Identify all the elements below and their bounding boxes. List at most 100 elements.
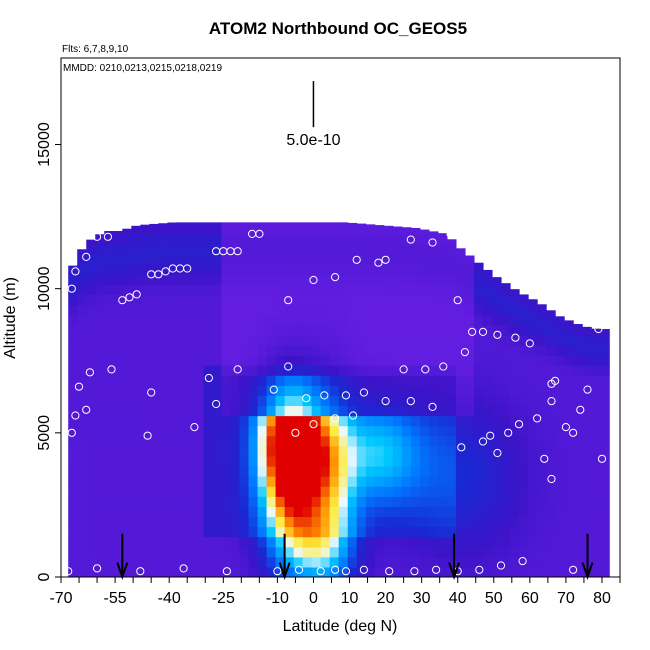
heat-cell — [338, 222, 349, 225]
heat-cell — [482, 435, 493, 447]
heat-cell — [266, 304, 277, 316]
heat-cell — [230, 395, 241, 407]
heat-cell — [311, 243, 322, 255]
heat-cell — [257, 506, 268, 518]
heat-cell — [482, 556, 493, 568]
heat-cell — [68, 516, 78, 528]
heat-cell — [131, 385, 141, 396]
heat-cell — [140, 224, 150, 235]
heat-cell — [600, 546, 610, 558]
heat-cell — [446, 415, 457, 427]
heat-cell — [473, 496, 484, 507]
heat-cell — [140, 496, 150, 507]
heat-cell — [338, 405, 349, 417]
heat-cell — [591, 516, 601, 528]
heat-cell — [176, 445, 187, 457]
heat-cell — [284, 465, 295, 477]
heat-cell — [194, 324, 205, 336]
heat-cell — [329, 546, 340, 558]
heat-cell — [491, 365, 502, 376]
heat-cell — [104, 284, 114, 296]
heat-cell — [293, 223, 304, 235]
flight-point — [71, 411, 80, 420]
heat-cell — [248, 365, 259, 376]
heat-cell — [582, 465, 592, 477]
heat-cell — [77, 516, 87, 528]
heat-cell — [347, 254, 358, 265]
heat-cell — [500, 294, 511, 306]
heat-cell — [149, 496, 159, 507]
heat-cell — [419, 476, 430, 487]
heat-cell — [519, 344, 529, 356]
heat-cell — [302, 233, 313, 245]
heat-cell — [311, 314, 322, 326]
heat-cell — [122, 284, 132, 296]
heat-cell — [167, 223, 178, 235]
heat-cell — [257, 476, 268, 487]
heat-cell — [500, 395, 511, 407]
heat-cell — [122, 233, 132, 245]
heat-cell — [248, 354, 259, 366]
heat-cell — [230, 243, 241, 255]
heat-cell — [329, 365, 340, 376]
heat-cell — [374, 476, 385, 487]
heat-cell — [122, 566, 132, 577]
heat-cell — [266, 334, 277, 346]
heat-cell — [266, 405, 277, 417]
heat-cell — [257, 536, 268, 548]
heat-cell — [383, 405, 394, 417]
heat-cell — [519, 425, 529, 437]
heat-cell — [221, 294, 232, 306]
heat-cell — [194, 405, 205, 417]
heat-cell — [140, 334, 150, 346]
heat-cell — [248, 455, 259, 467]
heat-cell — [176, 556, 187, 568]
heat-cell — [275, 546, 286, 558]
heat-cell — [383, 314, 394, 326]
heat-cell — [320, 385, 331, 396]
heat-cell — [519, 455, 529, 467]
heat-cell — [275, 415, 286, 427]
heat-cell — [564, 486, 574, 497]
heat-cell — [77, 395, 87, 407]
heat-cell — [293, 254, 304, 265]
heat-cell — [338, 506, 349, 518]
heat-cell — [473, 334, 484, 346]
heat-cell — [122, 365, 132, 376]
heat-cell — [86, 243, 96, 255]
heat-cell — [528, 486, 538, 497]
heat-cell — [77, 254, 87, 265]
heat-cell — [546, 465, 556, 477]
heat-cell — [293, 526, 304, 538]
heat-cell — [329, 274, 340, 285]
heat-cell — [546, 405, 556, 417]
heat-cell — [176, 425, 187, 437]
x-tick-label: 80 — [593, 590, 611, 607]
heat-cell — [248, 375, 259, 386]
heat-cell — [401, 506, 412, 518]
heat-cell — [446, 556, 457, 568]
heat-cell — [356, 415, 367, 427]
heat-cell — [149, 435, 159, 447]
flight-point — [421, 365, 430, 374]
heat-cell — [149, 445, 159, 457]
heat-cell — [392, 395, 403, 407]
heat-cell — [374, 455, 385, 467]
heat-cell — [564, 496, 574, 507]
heat-cell — [140, 546, 150, 558]
heat-cell — [248, 274, 259, 285]
heat-cell — [176, 385, 187, 396]
heat-cell — [428, 294, 439, 306]
heat-cell — [500, 375, 511, 386]
heat-cell — [104, 455, 114, 467]
heat-cell — [356, 566, 367, 577]
heat-cell — [77, 324, 87, 336]
flight-point — [291, 428, 300, 437]
heat-cell — [401, 536, 412, 548]
heat-cell — [68, 546, 78, 558]
flight-point — [93, 232, 102, 241]
heat-cell — [410, 415, 421, 427]
heat-cell — [158, 375, 168, 386]
heat-cell — [248, 476, 259, 487]
heat-cell — [95, 375, 105, 386]
